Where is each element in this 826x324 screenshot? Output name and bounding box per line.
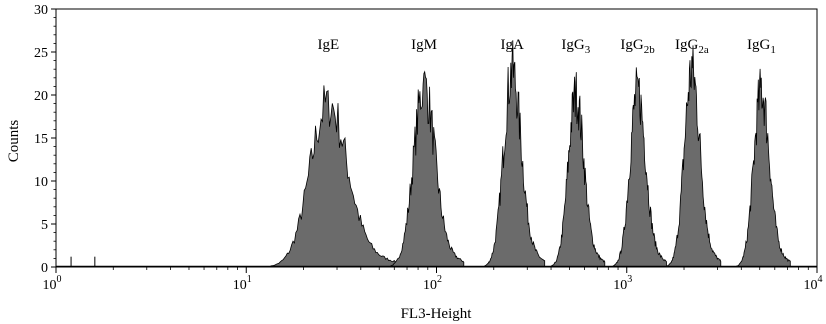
x-tick-label: 103 <box>613 274 632 293</box>
x-tick-label: 101 <box>233 274 252 293</box>
y-tick-label: 25 <box>34 46 48 61</box>
y-tick-label: 15 <box>34 132 48 147</box>
peak-label-igg3: IgG3 <box>561 37 590 56</box>
y-tick-label: 5 <box>41 218 48 233</box>
histogram-peak-igg2b <box>612 67 667 268</box>
y-tick-label: 20 <box>34 89 48 104</box>
histogram-peak-igg2a <box>667 45 722 268</box>
x-tick-label: 104 <box>804 274 823 293</box>
histogram-peak-igg1 <box>736 68 791 268</box>
y-axis-title: Counts <box>6 120 22 163</box>
axes: 0 5 10 15 20 25 30 100 101 102 103 104 <box>34 3 823 293</box>
histogram-peak-ige <box>270 85 398 268</box>
plot-layer <box>56 40 817 268</box>
y-tick-label: 30 <box>34 3 48 18</box>
peak-label-igg1: IgG1 <box>747 37 776 56</box>
peak-label-igg2b: IgG2b <box>620 37 655 56</box>
x-tick-label: 100 <box>43 274 62 293</box>
y-tick-label: 10 <box>34 175 48 190</box>
peak-labels: IgE IgM IgA IgG3 IgG2b IgG2a IgG1 <box>317 37 775 56</box>
peak-label-iga: IgA <box>501 37 524 53</box>
y-tick-label: 0 <box>41 261 48 276</box>
histogram-peak-iga <box>484 40 546 268</box>
x-tick-label: 102 <box>423 274 442 293</box>
x-axis-title: FL3-Height <box>401 306 473 322</box>
peak-label-igg2a: IgG2a <box>675 37 709 56</box>
histogram-peak-igg3 <box>551 72 606 268</box>
peak-label-igm: IgM <box>411 37 437 53</box>
histogram-peak-igm <box>390 70 465 268</box>
peak-label-ige: IgE <box>317 37 339 53</box>
